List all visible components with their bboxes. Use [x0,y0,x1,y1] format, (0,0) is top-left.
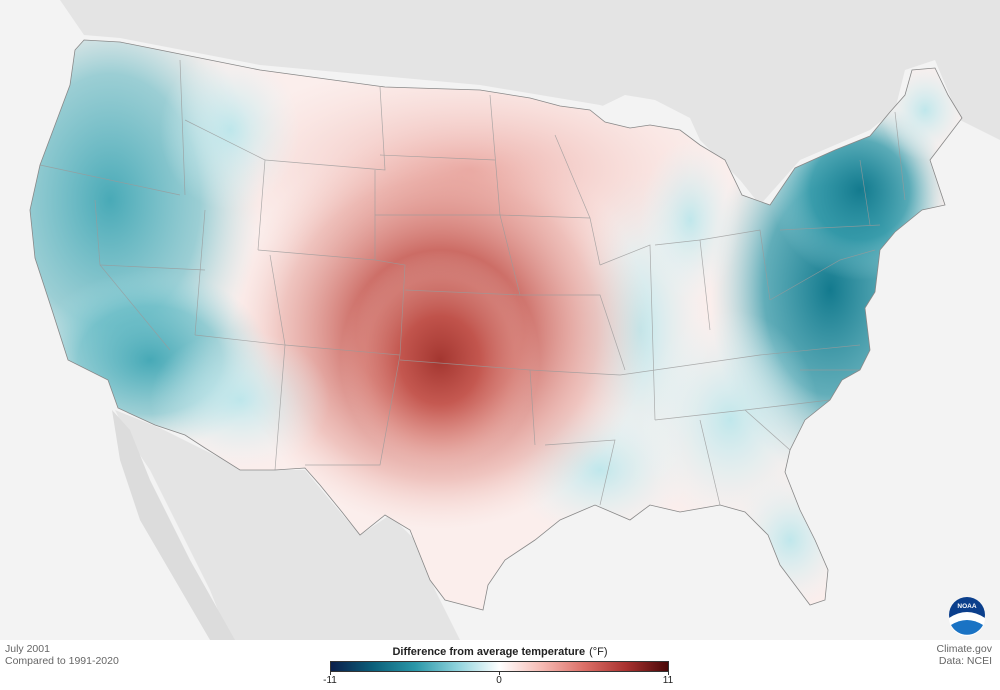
legend-title-text: Difference from average temperature [392,646,586,658]
credits: Climate.gov Data: NCEI [937,643,992,667]
legend-unit: (°F) [589,646,608,658]
legend-tick-mid [499,672,500,675]
legend-title: Difference from average temperature (°F) [300,646,700,658]
legend-min-label: -11 [323,675,337,686]
period-label: July 2001 [5,643,50,655]
state-borders [39,59,906,506]
map-footer: July 2001 Compared to 1991-2020 Differen… [0,640,1000,690]
legend-mid-label: 0 [496,675,502,686]
map-date-info: July 2001 Compared to 1991-2020 [5,643,119,667]
baseline-label: Compared to 1991-2020 [5,655,119,667]
noaa-logo-icon: NOAA [949,597,985,636]
credit-data: Data: NCEI [938,655,992,667]
baja-peninsula [112,410,235,640]
canada-landmass [60,0,1000,205]
legend-colorbar [330,661,669,672]
temperature-anomaly-map: NOAA [29,0,1000,640]
credit-site-link[interactable]: Climate.gov [936,643,992,655]
legend-tick-min [330,672,331,675]
legend-tick-max [668,672,669,675]
mexico-landmass [115,410,460,640]
legend-max-label: 11 [662,675,674,686]
noaa-logo-text: NOAA [957,603,976,610]
